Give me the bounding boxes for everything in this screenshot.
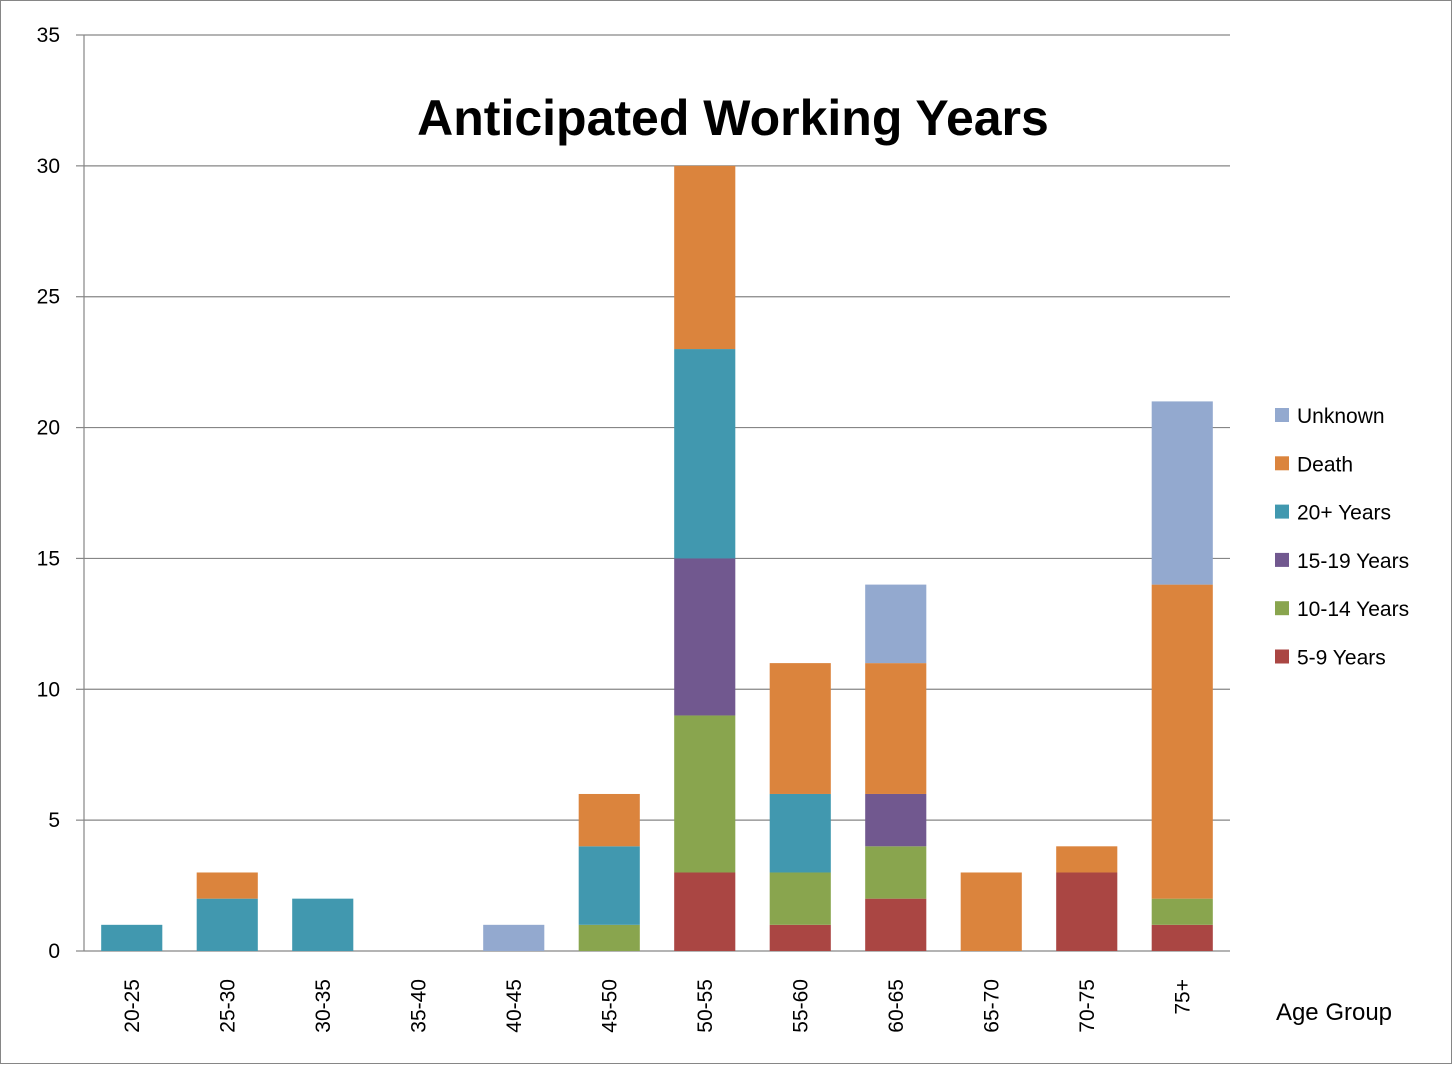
bar-segment-50-55-death xyxy=(674,165,736,350)
bar-segment-75+-unknown xyxy=(1151,401,1213,585)
y-tick-label: 20 xyxy=(37,417,60,440)
y-tick-label: 35 xyxy=(37,24,60,47)
bar-segment-50-55-15-19-years xyxy=(674,558,736,716)
bar-segment-55-60-10-14-years xyxy=(769,872,831,925)
legend-label: 20+ Years xyxy=(1297,502,1391,525)
bars xyxy=(101,165,1213,951)
y-tick-label: 30 xyxy=(37,155,60,178)
bar-segment-60-65-unknown xyxy=(865,584,927,664)
legend-label: 10-14 Years xyxy=(1297,598,1409,621)
legend: Unknown Death 20+ Years 15-19 Years 10-14 Ye… xyxy=(1275,405,1409,670)
legend-label: Unknown xyxy=(1297,405,1385,428)
y-tick-label: 10 xyxy=(37,678,60,701)
legend-label: 5-9 Years xyxy=(1297,647,1386,670)
legend-swatch xyxy=(1275,456,1289,471)
bar-segment-65-70-death xyxy=(960,872,1022,951)
bar-segment-50-55-5-9-years xyxy=(674,872,736,951)
bar-segment-60-65-5-9-years xyxy=(865,898,927,951)
bar-segment-50-55-20-years xyxy=(674,349,736,559)
x-tick-label: 65-70 xyxy=(980,979,1003,1033)
bar-segment-55-60-5-9-years xyxy=(769,924,831,951)
x-tick-label: 75+ xyxy=(1171,979,1194,1015)
x-tick-label: 35-40 xyxy=(407,979,430,1033)
x-tick-label: 40-45 xyxy=(503,979,526,1033)
bar-segment-20-25-20-years xyxy=(101,924,163,951)
legend-label: 15-19 Years xyxy=(1297,550,1409,573)
legend-swatch xyxy=(1275,504,1289,519)
y-tick-label: 15 xyxy=(37,547,60,570)
x-tick-label: 50-55 xyxy=(694,979,717,1033)
bar-segment-30-35-20-years xyxy=(292,898,354,951)
x-tick-label: 70-75 xyxy=(1076,979,1099,1033)
x-tick-label: 45-50 xyxy=(598,979,621,1033)
bar-segment-45-50-20-years xyxy=(578,846,640,925)
legend-swatch xyxy=(1275,649,1289,664)
y-tick-label: 0 xyxy=(48,940,60,963)
chart-title: Anticipated Working Years xyxy=(417,90,1049,146)
bar-segment-40-45-unknown xyxy=(483,924,545,951)
bar-segment-70-75-5-9-years xyxy=(1056,872,1118,951)
bar-segment-75+-10-14-years xyxy=(1151,898,1213,925)
x-tick-label: 55-60 xyxy=(789,979,812,1033)
x-tick-label: 25-30 xyxy=(216,979,239,1033)
bar-segment-60-65-death xyxy=(865,663,927,794)
bar-segment-75+-5-9-years xyxy=(1151,924,1213,951)
bar-segment-50-55-10-14-years xyxy=(674,715,736,873)
y-tick-label: 25 xyxy=(37,286,60,309)
bar-segment-60-65-15-19-years xyxy=(865,793,927,847)
legend-swatch xyxy=(1275,552,1289,567)
bar-segment-45-50-death xyxy=(578,793,640,847)
x-axis-ticks: 20-25 25-30 30-35 35-40 40-45 45-50 50-55 55-60… xyxy=(121,979,1195,1033)
x-tick-label: 30-35 xyxy=(312,979,335,1033)
x-axis-title: Age Group xyxy=(1276,999,1392,1026)
bar-segment-70-75-death xyxy=(1056,846,1118,873)
y-tick-label: 5 xyxy=(48,809,60,832)
x-tick-label: 20-25 xyxy=(121,979,144,1033)
bar-segment-55-60-20-years xyxy=(769,793,831,873)
y-axis-ticks: 0 5 10 15 20 25 30 35 xyxy=(37,24,60,963)
bar-segment-60-65-10-14-years xyxy=(865,846,927,899)
bar-segment-45-50-10-14-years xyxy=(578,924,640,951)
bar-segment-25-30-20-years xyxy=(196,898,258,951)
legend-swatch xyxy=(1275,408,1289,422)
legend-swatch xyxy=(1275,601,1289,616)
x-tick-label: 60-65 xyxy=(885,979,908,1033)
legend-label: Death xyxy=(1297,453,1353,476)
bar-segment-25-30-death xyxy=(196,872,258,899)
bar-segment-55-60-death xyxy=(769,663,831,794)
bar-segment-75+-death xyxy=(1151,584,1213,899)
gridlines xyxy=(76,34,1230,952)
